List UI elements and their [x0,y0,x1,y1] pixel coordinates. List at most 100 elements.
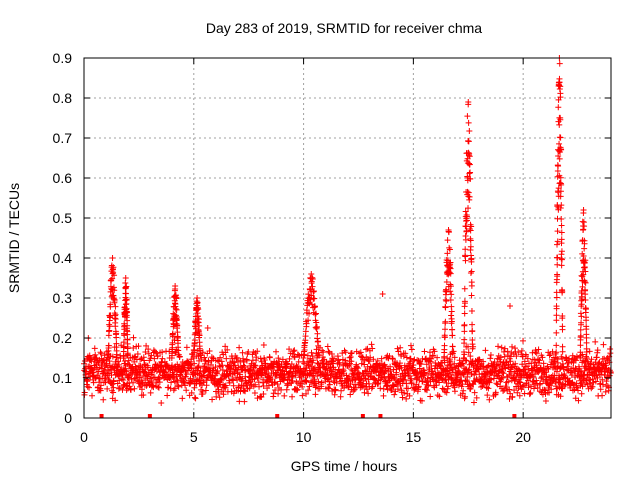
data-point [86,384,93,391]
data-point [324,343,331,350]
data-point [446,269,453,276]
data-point [153,350,160,357]
data-point [236,398,243,405]
data-point [90,379,97,386]
data-point [577,349,584,356]
data-point [173,373,180,380]
data-point [467,169,474,176]
data-point [558,236,565,243]
data-point [425,370,432,377]
data-point [135,343,142,350]
data-point [246,385,253,392]
data-point [557,205,564,212]
data-point [528,360,535,367]
data-point [132,363,139,370]
zero-marker [275,414,280,418]
data-point [442,318,449,325]
data-point [532,347,539,354]
data-point [188,356,195,363]
data-point [511,377,518,384]
data-point [377,385,384,392]
data-point [580,252,587,259]
data-point [380,385,387,392]
data-point [240,359,247,366]
data-point [506,386,513,393]
data-point [380,392,387,399]
data-point [105,342,112,349]
data-point [459,360,466,367]
data-point [325,385,332,392]
data-point [337,393,344,400]
data-point [521,390,528,397]
data-point [408,346,415,353]
data-point [179,395,186,402]
data-point [188,364,195,371]
data-point [348,358,355,365]
data-point [465,119,472,126]
data-point [224,346,231,353]
data-point [218,358,225,365]
data-point [115,358,122,365]
data-point [461,285,468,292]
y-tick-label: 0.7 [53,130,73,146]
data-point [231,359,238,366]
data-point [273,348,280,355]
data-point [196,322,203,329]
data-point [449,343,456,350]
data-point [597,386,604,393]
data-point [223,355,230,362]
data-point [143,342,150,349]
data-point [558,146,565,153]
data-point [578,390,585,397]
data-point [115,385,122,392]
data-point [331,391,338,398]
data-point [473,394,480,401]
data-point [214,368,221,375]
data-point [121,332,128,339]
data-point [303,390,310,397]
data-point [447,297,454,304]
data-point [104,354,111,361]
data-point [315,342,322,349]
chart-title: Day 283 of 2019, SRMTID for receiver chm… [206,20,482,36]
data-point [582,268,589,275]
data-point [391,391,398,398]
data-point [583,348,590,355]
data-point [466,160,473,167]
data-point [581,278,588,285]
data-point [575,387,582,394]
data-point [555,372,562,379]
data-point [534,385,541,392]
data-point [469,321,476,328]
data-point [578,319,585,326]
data-point [383,382,390,389]
data-point [309,283,316,290]
data-point [556,60,563,67]
data-point [485,385,492,392]
data-point [525,366,532,373]
data-point [495,361,502,368]
data-point [445,383,452,390]
data-point [553,342,560,349]
data-point [164,392,171,399]
data-point [584,381,591,388]
data-point [289,393,296,400]
data-point [462,393,469,400]
data-point [307,379,314,386]
data-point [183,387,190,394]
data-point [517,373,524,380]
data-point [408,380,415,387]
data-point [203,382,210,389]
data-point [557,174,564,181]
data-point [542,398,549,405]
data-point [243,357,250,364]
data-point [148,352,155,359]
data-point [506,303,513,309]
data-point [597,380,604,387]
data-point [441,334,448,341]
data-point [315,351,322,358]
data-point [313,346,320,353]
data-point [369,383,376,390]
data-point [293,362,300,369]
data-point [602,362,609,369]
